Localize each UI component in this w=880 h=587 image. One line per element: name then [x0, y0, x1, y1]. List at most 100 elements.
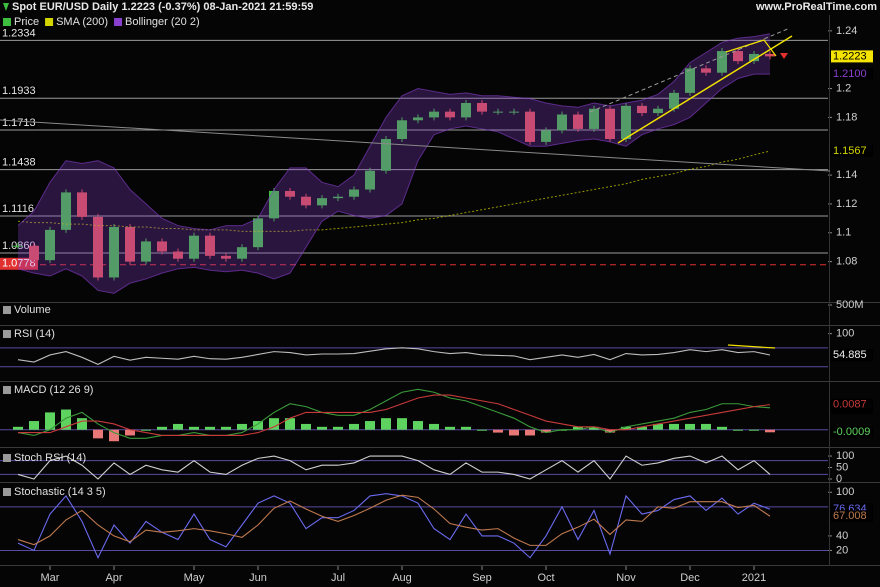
candle	[701, 68, 711, 73]
candle	[541, 130, 551, 142]
histogram-bar	[461, 426, 471, 430]
last-value-box	[831, 50, 873, 63]
stop-label-bg	[0, 257, 38, 270]
panel-title: Stoch RSI (14)	[14, 452, 86, 464]
candle	[237, 247, 247, 259]
level-label-bg	[0, 156, 38, 169]
header-title: Spot EUR/USD Daily 1.2223 (-0.37%) 08-Ja…	[12, 1, 313, 13]
candle	[381, 139, 391, 171]
candle	[173, 251, 183, 259]
candle	[621, 105, 631, 140]
candle	[45, 229, 55, 261]
histogram-bar	[61, 409, 71, 430]
candle	[765, 53, 775, 57]
x-tick-label: Oct	[537, 572, 554, 584]
candle	[477, 102, 487, 112]
y-tick-label: 20	[836, 544, 848, 556]
histogram-bar	[269, 418, 279, 430]
y-tick-label: 100	[836, 486, 854, 498]
candle	[445, 111, 455, 118]
candle	[461, 102, 471, 118]
last-value-box	[831, 145, 873, 158]
last-value-box	[831, 510, 873, 523]
histogram-bar	[525, 429, 535, 436]
level-label-bg	[0, 116, 38, 129]
line	[17, 493, 771, 560]
histogram-bar	[397, 418, 407, 430]
y-tick-label: 1.08	[836, 256, 857, 268]
last-value: 0.0087	[833, 399, 867, 411]
histogram-bar	[365, 421, 375, 430]
candle	[429, 111, 439, 118]
histogram-bar	[621, 426, 631, 430]
candle	[397, 120, 407, 140]
last-value: -0.0009	[833, 426, 870, 438]
level-label: 1.1116	[2, 203, 34, 215]
legend-swatch	[3, 330, 11, 338]
candle	[733, 51, 743, 62]
histogram-bar	[333, 426, 343, 430]
y-tick-label: 1.2	[836, 82, 851, 94]
histogram-bar	[717, 426, 727, 430]
level-label: 1.2334	[2, 27, 36, 39]
candle	[749, 53, 759, 62]
histogram-bar	[765, 429, 775, 433]
x-tick-label: Nov	[616, 572, 636, 584]
histogram-bar	[605, 429, 615, 433]
level-label: 1.1933	[2, 85, 36, 97]
candle	[301, 196, 311, 206]
y-tick-label: 40	[836, 530, 848, 542]
legend-swatch	[3, 454, 11, 462]
x-tick-label: Sep	[472, 572, 492, 584]
histogram-bar	[189, 426, 199, 430]
histogram-bar	[429, 423, 439, 430]
legend-label: Price	[14, 16, 39, 28]
histogram-bar	[125, 429, 135, 436]
y-tick-label: 500M	[836, 299, 864, 311]
candle	[493, 111, 503, 113]
signal-arrow	[780, 53, 788, 59]
y-tick-label: 1.24	[836, 25, 857, 37]
histogram-bar	[685, 423, 695, 430]
histogram-bar	[701, 423, 711, 430]
candle	[141, 241, 151, 262]
annotations	[0, 27, 831, 349]
candle	[605, 108, 615, 140]
candle	[317, 198, 327, 206]
histogram-bar	[541, 429, 551, 433]
y-tick-label: 1.18	[836, 111, 857, 123]
candle	[285, 190, 295, 197]
last-value-box	[831, 68, 873, 81]
y-tick-label: 1.14	[836, 169, 857, 181]
x-tick-label: Jul	[331, 572, 345, 584]
histogram-bar	[221, 426, 231, 430]
histogram-bar	[477, 429, 487, 431]
candle	[109, 227, 119, 278]
histogram-bar	[253, 421, 263, 430]
legend-swatch	[3, 488, 11, 496]
line	[17, 388, 771, 439]
header-site: www.ProRealTime.com	[755, 1, 877, 13]
header-icon	[3, 3, 9, 11]
histogram-bar	[109, 429, 119, 442]
legend-swatch	[3, 18, 11, 26]
x-tick-label: 2021	[742, 572, 766, 584]
legend-swatch	[114, 18, 123, 26]
bollinger-upper	[17, 33, 771, 231]
candle	[125, 227, 135, 262]
x-tick-label: May	[184, 572, 205, 584]
line	[17, 347, 771, 366]
y-tick-label: 100	[836, 328, 854, 340]
panel-title: Stochastic (14 3 5)	[14, 486, 106, 498]
histogram-bar	[413, 421, 423, 430]
x-tick-label: Jun	[249, 572, 267, 584]
line	[17, 494, 771, 546]
stop-label: 1.0778	[2, 258, 36, 270]
trend-line	[725, 39, 777, 57]
histogram-bar	[733, 429, 743, 431]
candle	[413, 117, 423, 121]
candle	[61, 192, 71, 230]
last-value: 1.2100	[833, 68, 867, 80]
bollinger-band	[18, 33, 770, 294]
